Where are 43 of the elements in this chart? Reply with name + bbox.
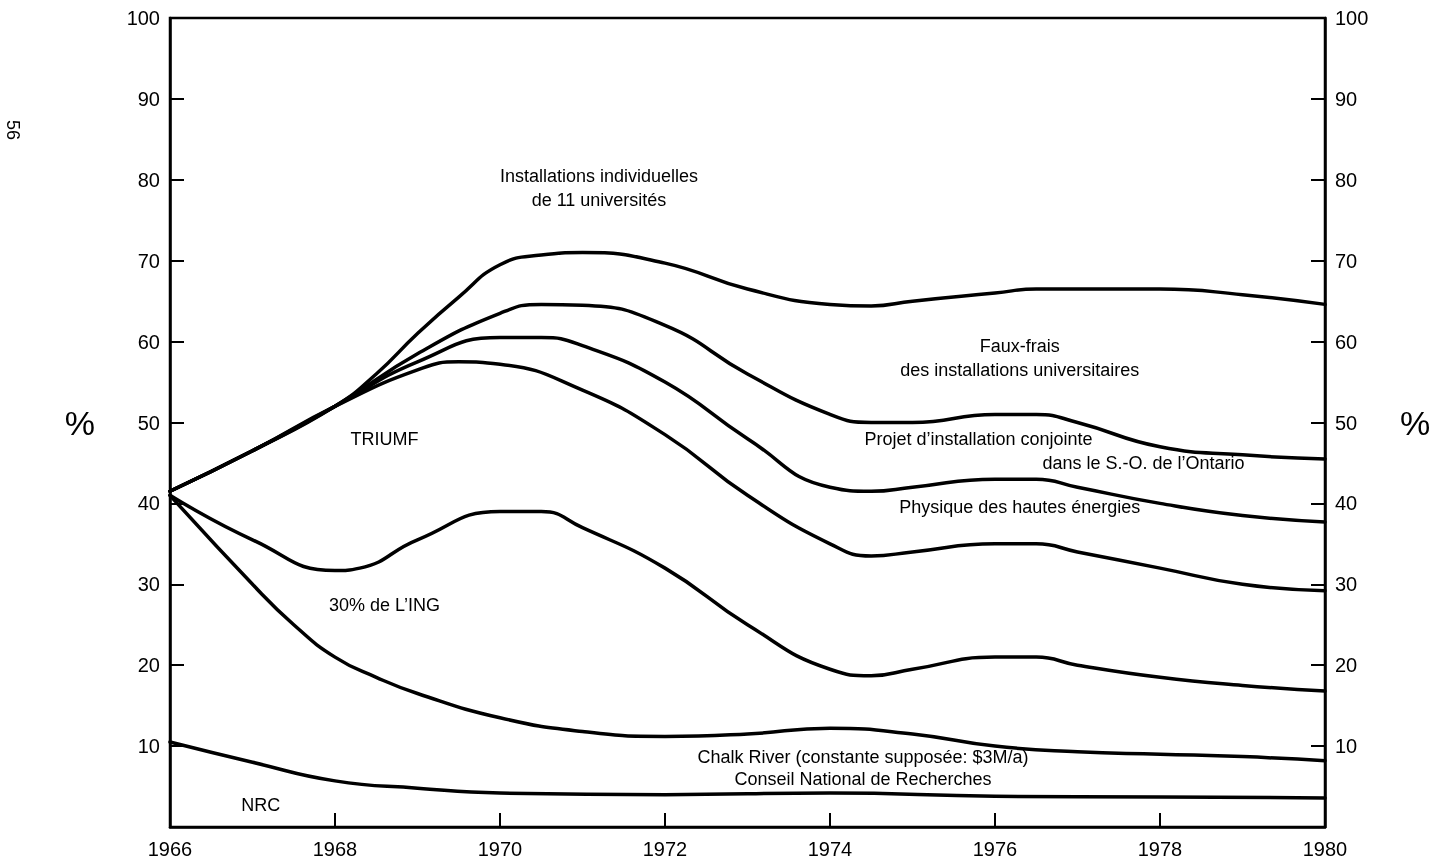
annotation: Physique des hautes énergies: [899, 497, 1141, 518]
y2-axis-title: %: [1400, 403, 1431, 442]
y-tick-label: 80: [137, 168, 160, 191]
y-tick-label: 10: [137, 735, 160, 758]
y-tick-label: 30: [137, 573, 160, 596]
x-tick-label: 1976: [972, 838, 1018, 859]
y-tick-label: 60: [137, 330, 160, 353]
x-tick-label: 1980: [1302, 838, 1348, 859]
annotation: des installations universitaires: [900, 359, 1140, 380]
x-tick-label: 1966: [147, 838, 193, 859]
annotation: 30% de L’ING: [328, 594, 441, 615]
y-tick-label: 70: [137, 249, 160, 272]
annotation: Faux-frais: [979, 335, 1060, 356]
y2-tick-label: 40: [1335, 492, 1358, 515]
y2-tick-label: 80: [1335, 168, 1358, 191]
annotation: TRIUMF: [350, 428, 419, 449]
x-tick-label: 1974: [807, 838, 853, 859]
annotation: NRC: [241, 795, 281, 816]
y-axis-title: %: [64, 403, 95, 442]
annotation: Chalk River (constante supposée: $3M/a): [697, 747, 1029, 768]
y-tick-label: 20: [137, 654, 160, 677]
y2-tick-label: 10: [1335, 735, 1358, 758]
text: 56: [3, 120, 23, 141]
y-tick-label: 100: [126, 7, 160, 29]
y2-tick-label: 20: [1335, 654, 1358, 677]
x-tick-label: 1968: [312, 838, 358, 859]
y2-tick-label: 50: [1335, 411, 1358, 434]
x-tick-label: 1978: [1137, 838, 1183, 859]
x-tick-label: 1972: [642, 838, 688, 859]
annotation: Projet d’installation conjointe: [864, 428, 1093, 449]
y2-tick-label: 90: [1335, 87, 1358, 110]
annotation: Installations individuelles: [499, 165, 699, 186]
annotation: Conseil National de Recherches: [734, 769, 992, 790]
annotation: de 11 universités: [531, 190, 667, 211]
x-tick-label: 1970: [477, 838, 523, 859]
y-tick-label: 40: [137, 492, 160, 515]
y2-tick-label: 30: [1335, 573, 1358, 596]
y-tick-label: 50: [137, 411, 160, 434]
y2-tick-label: 60: [1335, 330, 1358, 353]
y2-tick-label: 100: [1335, 7, 1369, 29]
annotation: dans le S.-O. de l’Ontario: [1042, 452, 1245, 473]
y-tick-label: 90: [137, 87, 160, 110]
y2-tick-label: 70: [1335, 249, 1358, 272]
